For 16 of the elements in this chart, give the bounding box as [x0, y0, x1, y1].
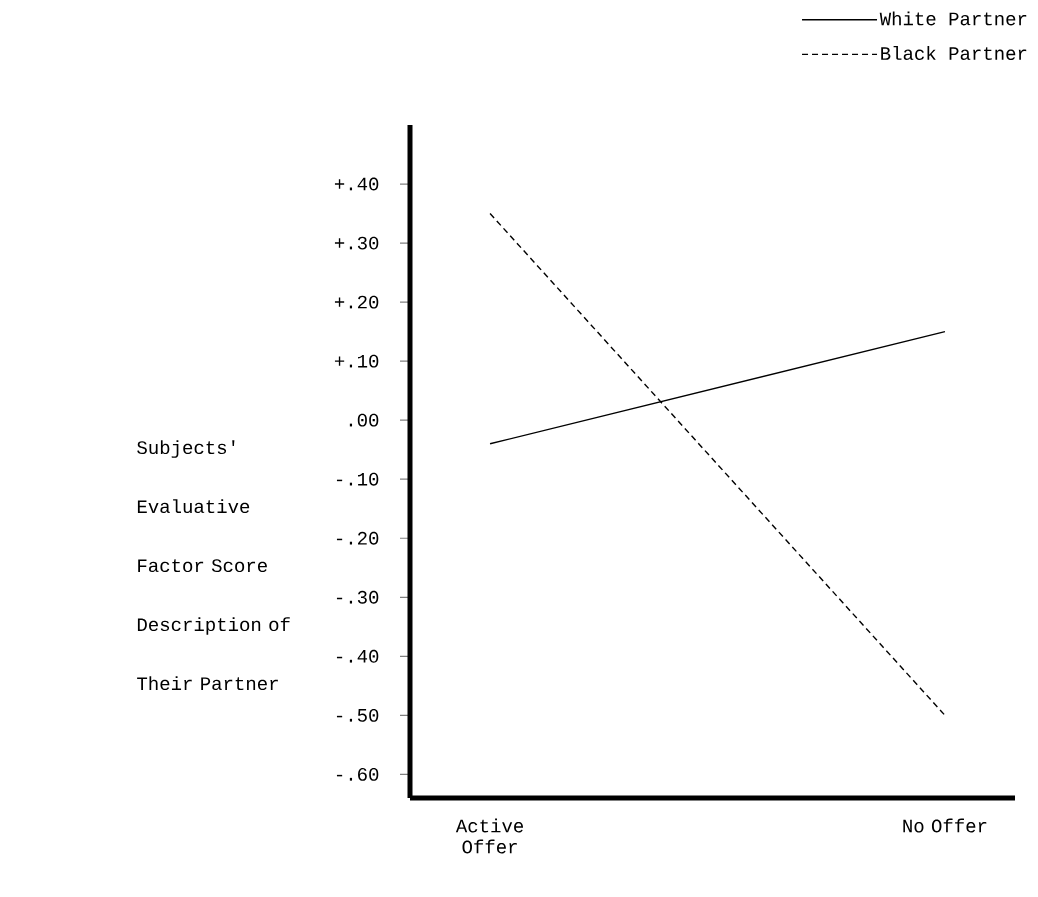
y-tick-label: -.20 [336, 531, 379, 545]
legend-label: White Partner [879, 11, 1027, 26]
y-tick-label: +.40 [334, 177, 379, 191]
text: Subjects' Evaluative Factor Score Description of Their Partner [137, 440, 290, 691]
y-tick-label: +.30 [334, 236, 379, 250]
x-tick-label: Active Offer [455, 818, 523, 854]
y-tick-label: -.50 [336, 708, 379, 722]
legend-label: Black Partner [881, 46, 1027, 60]
y-tick-label: -.40 [336, 649, 379, 663]
y-tick-label: +.20 [334, 295, 379, 309]
y-tick-label: .00 [349, 413, 379, 427]
x-tick-label: No Offer [903, 818, 987, 833]
y-tick-label: -.60 [336, 767, 379, 781]
y-tick-label: -.10 [336, 472, 379, 486]
y-tick-label: +.10 [334, 354, 379, 368]
y-tick-label: -.30 [336, 590, 379, 604]
